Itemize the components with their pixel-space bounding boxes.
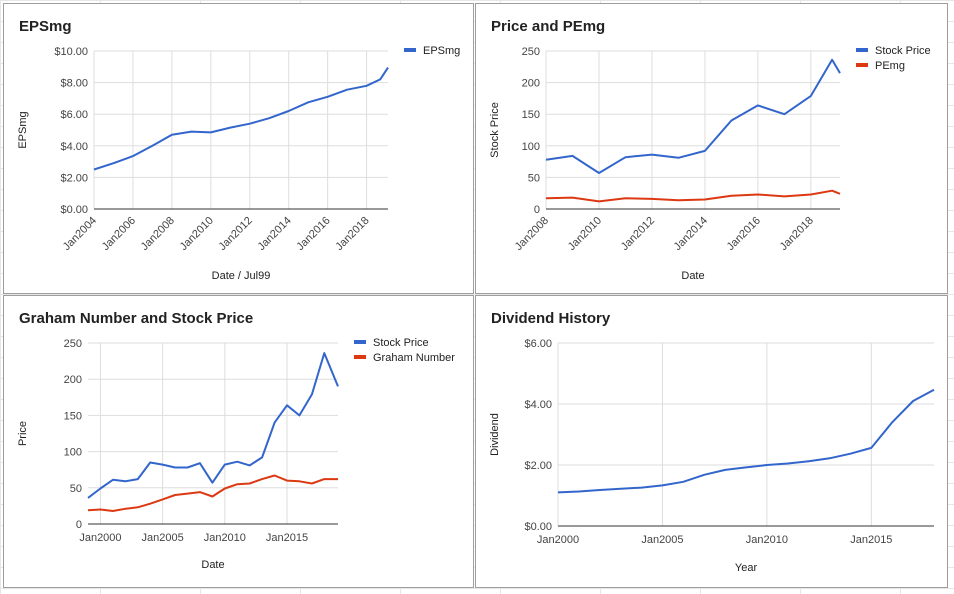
- price-and-pemg-x-tick-label: Jan2012: [619, 215, 657, 253]
- epsmg-legend-label-epsmg: EPSmg: [423, 45, 460, 57]
- dividend-history-y-tick-label: $0.00: [524, 521, 552, 533]
- price-and-pemg-y-tick-label: 250: [522, 46, 540, 58]
- price-and-pemg-legend-swatch-pemg: [856, 63, 868, 67]
- price-and-pemg-y-tick-label: 50: [528, 172, 540, 184]
- dividend-history-y-tick-label: $2.00: [524, 460, 552, 472]
- graham-number-and-stock-price-legend-label-graham-number: Graham Number: [373, 352, 455, 364]
- epsmg-legend-swatch-epsmg: [404, 48, 416, 52]
- epsmg-x-tick-label: Jan2010: [178, 215, 216, 253]
- epsmg-y-tick-label: $0.00: [60, 204, 88, 216]
- epsmg-x-tick-label: Jan2016: [294, 215, 332, 253]
- dividend-history-x-tick-label: Jan2010: [746, 534, 788, 546]
- price-and-pemg-series-stock-price-line: [545, 58, 841, 174]
- graham-number-and-stock-price-x-tick-label: Jan2000: [79, 532, 121, 544]
- graham-number-and-stock-price-x-axis-label: Date: [201, 559, 224, 571]
- price-and-pemg-x-tick-label: Jan2018: [778, 215, 816, 253]
- epsmg-title: EPSmg: [19, 18, 72, 35]
- price-and-pemg-x-tick-label: Jan2016: [725, 215, 763, 253]
- dividend-history-x-tick-label: Jan2015: [850, 534, 892, 546]
- price-and-pemg-title: Price and PEmg: [491, 18, 605, 35]
- epsmg-y-axis-label: EPSmg: [17, 111, 29, 148]
- epsmg-y-tick-label: $10.00: [54, 46, 88, 58]
- price-and-pemg-y-tick-label: 150: [522, 109, 540, 121]
- epsmg-x-tick-label: Jan2014: [255, 215, 293, 253]
- graham-number-and-stock-price-legend-label-stock-price: Stock Price: [373, 337, 429, 349]
- price-and-pemg-legend-label-pemg: PEmg: [875, 60, 905, 72]
- dividend-history-title: Dividend History: [491, 310, 611, 327]
- price-and-pemg-x-tick-label: Jan2014: [672, 215, 710, 253]
- chart-panel-epsmg[interactable]: EPSmg Jan2004 Jan2006 Jan2008 Jan2010 Jan2012…: [3, 3, 474, 294]
- dividend-history-x-tick-label: Jan2005: [641, 534, 683, 546]
- graham-number-and-stock-price-y-tick-label: 200: [64, 374, 82, 386]
- graham-number-and-stock-price-title: Graham Number and Stock Price: [19, 310, 253, 327]
- graham-number-and-stock-price-y-axis-label: Price: [17, 421, 29, 446]
- price-and-pemg-y-tick-label: 0: [534, 204, 540, 216]
- dividend-history-y-axis-label: Dividend: [489, 413, 501, 456]
- dividend-history-y-tick-label: $4.00: [524, 399, 552, 411]
- epsmg-x-tick-label: Jan2018: [333, 215, 371, 253]
- price-and-pemg-x-tick-label: Jan2008: [513, 215, 551, 253]
- price-and-pemg-legend-label-stock-price: Stock Price: [875, 45, 931, 57]
- graham-number-and-stock-price-y-tick-label: 250: [64, 338, 82, 350]
- epsmg-y-tick-label: $2.00: [60, 172, 88, 184]
- chart-panel-price-and-pemg[interactable]: Price and PEmg Jan2008 Jan2010 Jan2012 Jan20…: [475, 3, 948, 294]
- price-and-pemg-y-tick-label: 100: [522, 141, 540, 153]
- graham-number-and-stock-price-legend-swatch-graham-number: [354, 355, 366, 359]
- dividend-history-x-tick-label: Jan2000: [537, 534, 579, 546]
- price-and-pemg-legend-swatch-stock-price: [856, 48, 868, 52]
- graham-number-and-stock-price-y-tick-label: 50: [70, 483, 82, 495]
- graham-number-and-stock-price-y-tick-label: 100: [64, 447, 82, 459]
- epsmg-x-tick-label: Jan2006: [100, 215, 138, 253]
- price-and-pemg-x-tick-label: Jan2010: [566, 215, 604, 253]
- dividend-history-series-line-line: [557, 388, 935, 494]
- graham-number-and-stock-price-y-tick-label: 0: [76, 519, 82, 531]
- price-pemg-chart-svg: Price and PEmg Jan2008 Jan2010 Jan2012 Jan20…: [489, 18, 931, 282]
- price-and-pemg-y-tick-label: 200: [522, 78, 540, 90]
- dividend-history-x-axis-label: Year: [735, 562, 758, 574]
- epsmg-x-tick-label: Jan2008: [139, 215, 177, 253]
- graham-number-and-stock-price-x-tick-label: Jan2010: [204, 532, 246, 544]
- epsmg-y-tick-label: $8.00: [60, 78, 88, 90]
- graham-number-and-stock-price-x-tick-label: Jan2015: [266, 532, 308, 544]
- graham-number-and-stock-price-series-graham-number-line: [87, 474, 338, 512]
- epsmg-x-tick-label: Jan2004: [61, 215, 99, 253]
- epsmg-chart-svg: EPSmg Jan2004 Jan2006 Jan2008 Jan2010 Jan2012…: [17, 18, 460, 282]
- graham-number-and-stock-price-legend-swatch-stock-price: [354, 340, 366, 344]
- graham-number-and-stock-price-series-stock-price-line: [87, 352, 339, 499]
- price-and-pemg-series-pemg-line: [545, 189, 841, 203]
- epsmg-x-axis-label: Date / Jul99: [212, 270, 271, 282]
- chart-panel-dividend-history[interactable]: Dividend History Jan2000 Jan2005 Jan2010 Jan…: [475, 295, 948, 588]
- chart-panel-graham-number[interactable]: Graham Number and Stock Price Jan2000 Jan2…: [3, 295, 474, 588]
- price-and-pemg-y-axis-label: Stock Price: [489, 102, 501, 158]
- graham-number-and-stock-price-y-tick-label: 150: [64, 410, 82, 422]
- price-and-pemg-x-axis-label: Date: [681, 270, 704, 282]
- dividend-history-chart-svg: Dividend History Jan2000 Jan2005 Jan2010 Jan…: [489, 310, 935, 574]
- epsmg-y-tick-label: $6.00: [60, 109, 88, 121]
- graham-number-and-stock-price-x-tick-label: Jan2005: [142, 532, 184, 544]
- epsmg-y-tick-label: $4.00: [60, 141, 88, 153]
- epsmg-x-tick-label: Jan2012: [217, 215, 255, 253]
- epsmg-series-epsmg-line: [93, 67, 389, 171]
- graham-number-chart-svg: Graham Number and Stock Price Jan2000 Jan2…: [17, 310, 455, 571]
- dividend-history-y-tick-label: $6.00: [524, 338, 552, 350]
